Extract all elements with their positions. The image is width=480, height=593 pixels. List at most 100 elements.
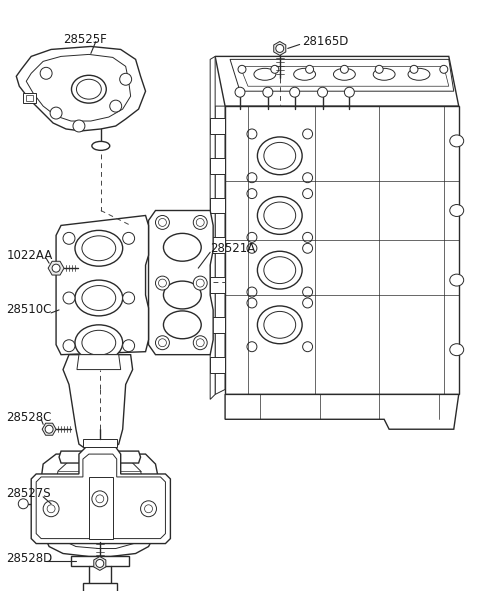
Ellipse shape xyxy=(264,257,296,283)
Text: 28510C: 28510C xyxy=(6,304,52,317)
Text: 28165D: 28165D xyxy=(301,35,348,48)
Circle shape xyxy=(302,298,312,308)
Ellipse shape xyxy=(257,197,302,234)
Circle shape xyxy=(193,276,207,290)
Circle shape xyxy=(271,65,279,74)
Circle shape xyxy=(302,342,312,352)
Polygon shape xyxy=(225,394,459,429)
Circle shape xyxy=(193,336,207,350)
Polygon shape xyxy=(63,355,132,454)
Text: 28525F: 28525F xyxy=(63,33,107,46)
Polygon shape xyxy=(71,556,129,566)
Text: 28528D: 28528D xyxy=(6,552,53,565)
Ellipse shape xyxy=(82,236,116,261)
Ellipse shape xyxy=(264,202,296,229)
Circle shape xyxy=(340,65,348,74)
Ellipse shape xyxy=(72,75,106,103)
Circle shape xyxy=(302,232,312,243)
Circle shape xyxy=(123,340,134,352)
Circle shape xyxy=(63,340,75,352)
Circle shape xyxy=(158,339,167,347)
Circle shape xyxy=(158,279,167,287)
Circle shape xyxy=(52,264,60,272)
Circle shape xyxy=(290,87,300,97)
Polygon shape xyxy=(83,439,117,447)
Ellipse shape xyxy=(264,142,296,169)
Ellipse shape xyxy=(75,231,123,266)
Ellipse shape xyxy=(294,68,315,80)
Polygon shape xyxy=(41,454,158,556)
Polygon shape xyxy=(215,106,225,394)
Circle shape xyxy=(43,501,59,517)
Circle shape xyxy=(45,425,53,433)
Circle shape xyxy=(63,292,75,304)
Circle shape xyxy=(247,232,257,243)
Ellipse shape xyxy=(82,286,116,310)
Polygon shape xyxy=(26,95,33,101)
Ellipse shape xyxy=(450,274,464,286)
Polygon shape xyxy=(240,66,449,86)
Circle shape xyxy=(344,87,354,97)
Circle shape xyxy=(302,129,312,139)
Polygon shape xyxy=(215,56,459,106)
Circle shape xyxy=(238,65,246,74)
Circle shape xyxy=(410,65,418,74)
Circle shape xyxy=(196,218,204,227)
Ellipse shape xyxy=(334,68,355,80)
Circle shape xyxy=(156,215,169,229)
Circle shape xyxy=(147,504,157,514)
Circle shape xyxy=(235,87,245,97)
Polygon shape xyxy=(89,477,113,538)
Text: 28527S: 28527S xyxy=(6,487,51,500)
Circle shape xyxy=(302,243,312,253)
Circle shape xyxy=(440,65,448,74)
Ellipse shape xyxy=(257,306,302,344)
Circle shape xyxy=(196,339,204,347)
Polygon shape xyxy=(274,42,286,55)
Polygon shape xyxy=(77,355,120,369)
Polygon shape xyxy=(230,59,454,91)
Circle shape xyxy=(193,215,207,229)
Ellipse shape xyxy=(264,311,296,338)
Ellipse shape xyxy=(257,251,302,289)
Circle shape xyxy=(302,287,312,297)
Circle shape xyxy=(18,499,28,509)
Ellipse shape xyxy=(76,79,101,99)
Circle shape xyxy=(263,87,273,97)
Polygon shape xyxy=(36,454,166,538)
Polygon shape xyxy=(26,55,131,121)
Polygon shape xyxy=(210,356,225,372)
Circle shape xyxy=(120,74,132,85)
Text: 1022AA: 1022AA xyxy=(6,248,53,262)
Polygon shape xyxy=(210,277,225,293)
Polygon shape xyxy=(94,556,106,570)
Text: 28521A: 28521A xyxy=(210,242,255,255)
Circle shape xyxy=(40,68,52,79)
Circle shape xyxy=(158,218,167,227)
Circle shape xyxy=(96,495,104,503)
Ellipse shape xyxy=(164,234,201,261)
Circle shape xyxy=(247,243,257,253)
Circle shape xyxy=(247,287,257,297)
Circle shape xyxy=(123,232,134,244)
Circle shape xyxy=(156,276,169,290)
Ellipse shape xyxy=(373,68,395,80)
Circle shape xyxy=(306,65,313,74)
Circle shape xyxy=(50,107,62,119)
Circle shape xyxy=(63,232,75,244)
Polygon shape xyxy=(148,211,213,355)
Ellipse shape xyxy=(92,141,110,151)
Text: 28528C: 28528C xyxy=(6,411,52,424)
Ellipse shape xyxy=(257,137,302,175)
Polygon shape xyxy=(79,484,119,528)
Polygon shape xyxy=(210,158,225,174)
Circle shape xyxy=(92,491,108,507)
Polygon shape xyxy=(48,262,64,275)
Circle shape xyxy=(110,100,122,112)
Circle shape xyxy=(276,44,284,52)
Circle shape xyxy=(141,501,156,517)
Circle shape xyxy=(302,173,312,183)
Circle shape xyxy=(247,189,257,199)
Circle shape xyxy=(96,559,104,568)
Polygon shape xyxy=(225,106,459,394)
